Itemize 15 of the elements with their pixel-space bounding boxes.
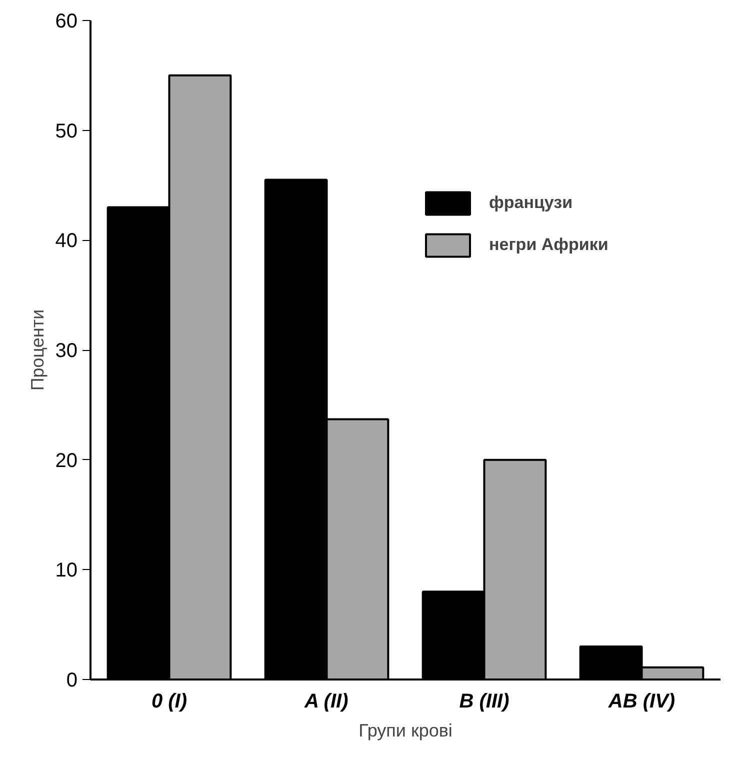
y-tick-label: 0 xyxy=(66,670,78,692)
x-tick-label: A (II) xyxy=(304,690,349,712)
legend-label: негри Африки xyxy=(489,235,608,255)
x-tick-label: AB (IV) xyxy=(607,690,676,712)
y-tick-label: 50 xyxy=(55,120,78,142)
y-tick-label: 30 xyxy=(55,340,78,362)
y-tick-label: 10 xyxy=(55,560,78,582)
y-tick-label: 60 xyxy=(55,10,78,32)
x-tick-label: 0 (I) xyxy=(151,690,188,712)
y-axis-title: Проценти xyxy=(27,309,48,391)
x-tick-label: B (III) xyxy=(459,690,510,712)
y-tick-label: 20 xyxy=(55,450,78,472)
legend-label: французи xyxy=(489,193,573,213)
y-tick-label: 40 xyxy=(55,230,78,252)
x-axis-title: Групи крові xyxy=(358,720,452,740)
